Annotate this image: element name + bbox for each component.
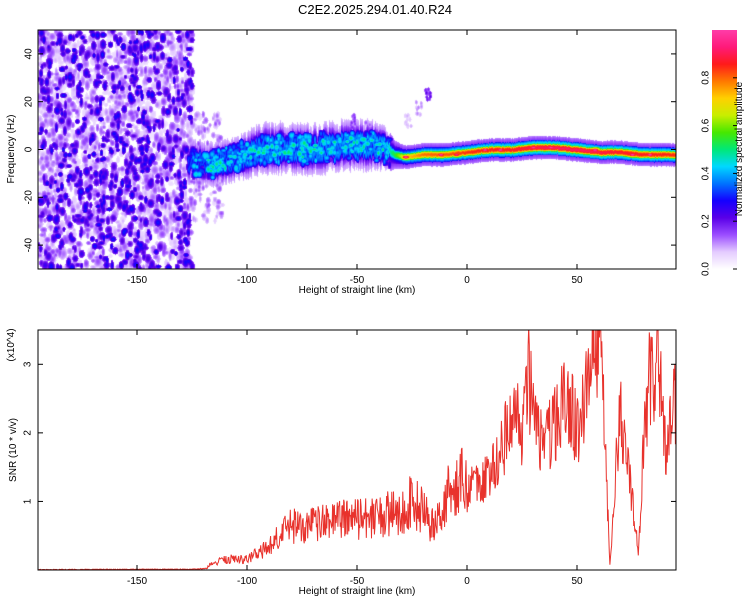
colorbar: 0.0 0.2 0.4 0.6 0.8 Normalized spectral ampl…: [701, 30, 745, 276]
svg-text:-100: -100: [237, 275, 257, 286]
snr-x-tick: 50: [571, 330, 583, 587]
snr-y-tick: 3: [23, 361, 676, 367]
spectrogram-x-label: Height of straight line (km): [299, 285, 416, 296]
snr-x-tick: -100: [237, 330, 257, 587]
svg-text:2: 2: [23, 430, 34, 436]
svg-text:-50: -50: [350, 275, 365, 286]
svg-text:50: 50: [571, 576, 583, 587]
svg-text:0: 0: [464, 576, 470, 587]
spectrogram-y-tick: 20: [24, 96, 676, 108]
svg-text:-150: -150: [127, 576, 147, 587]
snr-y-axis: 1 2 3: [23, 361, 676, 504]
snr-y-tick: 1: [23, 498, 676, 504]
snr-y-tick: 2: [23, 430, 676, 436]
spectrogram-x-tick: 0: [464, 30, 470, 286]
svg-text:-100: -100: [237, 576, 257, 587]
svg-text:0: 0: [24, 146, 35, 152]
spectrogram-x-tick: -100: [237, 30, 257, 286]
svg-text:-150: -150: [127, 275, 147, 286]
snr-y-scale-note: (x10^4): [6, 328, 17, 361]
snr-x-tick: -50: [350, 330, 365, 587]
svg-text:-50: -50: [350, 576, 365, 587]
snr-y-label: SNR (10 * v/v): [8, 418, 19, 482]
snr-series-line: [38, 330, 676, 570]
colorbar-tick: 0.8: [701, 70, 737, 85]
snr-x-tick: -150: [127, 330, 147, 587]
snr-x-axis: -150 -100 -50 0 50: [127, 330, 583, 587]
svg-text:0.0: 0.0: [701, 262, 712, 276]
svg-text:40: 40: [24, 48, 35, 60]
snr-x-tick: 0: [464, 330, 470, 587]
svg-text:20: 20: [24, 96, 35, 108]
colorbar-tick: 0.0: [701, 262, 737, 276]
svg-text:0.6: 0.6: [701, 118, 712, 132]
svg-text:-40: -40: [24, 237, 35, 252]
svg-text:3: 3: [23, 361, 34, 367]
spectrogram-y-tick: 0: [24, 146, 676, 152]
svg-text:1: 1: [23, 498, 34, 504]
spectrogram-y-tick: 40: [24, 48, 676, 60]
spectrogram-x-tick: -150: [127, 30, 147, 286]
spectrogram-y-label: Frequency (Hz): [6, 115, 17, 184]
svg-text:0.8: 0.8: [701, 70, 712, 84]
spectrogram-x-axis: -150 -100 -50 0 50: [127, 30, 583, 286]
snr-panel: -150 -100 -50 0 50 1 2 3 Height of straight li…: [6, 328, 677, 597]
svg-text:-20: -20: [24, 190, 35, 205]
figure-title: C2E2.2025.294.01.40.R24: [298, 2, 452, 17]
spectrogram-panel: -150 -100 -50 0 50 -40 -20 0 20 40 Height of str…: [6, 29, 677, 296]
snr-x-label: Height of straight line (km): [299, 586, 416, 597]
snr-frame: [37, 329, 677, 571]
svg-text:50: 50: [571, 275, 583, 286]
colorbar-tick: 0.6: [701, 118, 737, 133]
colorbar-tick: 0.4: [701, 166, 737, 180]
colorbar-axis: 0.0 0.2 0.4 0.6 0.8: [701, 70, 737, 276]
spectrogram-y-tick: -20: [24, 190, 676, 205]
colorbar-gradient: [712, 30, 737, 269]
colorbar-tick: 0.2: [701, 214, 737, 228]
svg-text:0.4: 0.4: [701, 166, 712, 180]
colorbar-label: Normalized spectral amplitude: [734, 81, 745, 216]
spectrogram-heatmap: [38, 30, 676, 269]
spectrogram-y-tick: -40: [24, 237, 676, 252]
svg-text:0.2: 0.2: [701, 214, 712, 228]
spectrogram-x-tick: 50: [571, 30, 583, 286]
spectrogram-x-tick: -50: [350, 30, 365, 286]
spectrogram-y-axis: -40 -20 0 20 40: [24, 48, 676, 252]
svg-text:0: 0: [464, 275, 470, 286]
